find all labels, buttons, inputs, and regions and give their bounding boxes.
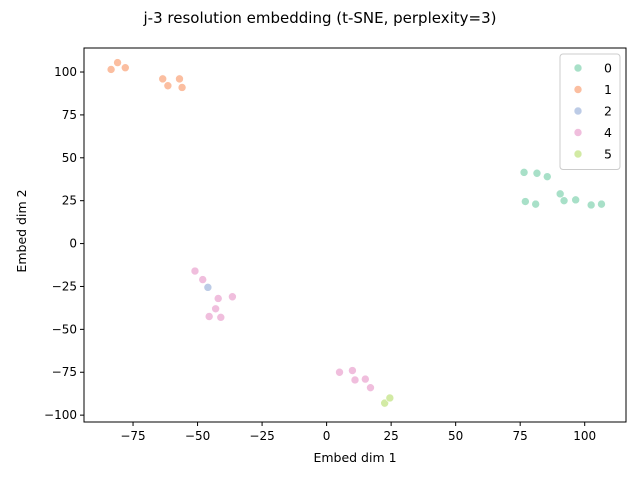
plot-area bbox=[106, 58, 606, 408]
plot-frame bbox=[83, 47, 627, 423]
data-point-series-0 bbox=[571, 195, 580, 205]
data-point-series-4 bbox=[213, 294, 223, 303]
y-tick-label: −25 bbox=[52, 279, 77, 293]
data-point-series-1 bbox=[120, 63, 130, 73]
data-point-series-1 bbox=[175, 74, 184, 84]
legend-box bbox=[559, 53, 621, 170]
x-tick-label: −75 bbox=[120, 429, 145, 443]
y-tick-label: 100 bbox=[54, 65, 77, 79]
legend-marker bbox=[573, 85, 583, 94]
data-point-series-4 bbox=[211, 304, 220, 314]
x-axis: −75 −50 −25 0 25 50 75 100 bbox=[120, 422, 596, 443]
data-point-series-4 bbox=[216, 313, 226, 322]
data-point-series-4 bbox=[350, 375, 360, 385]
data-point-series-4 bbox=[361, 374, 370, 384]
y-tick-label: −75 bbox=[52, 365, 77, 379]
legend-label: 2 bbox=[604, 104, 612, 119]
data-point-series-4 bbox=[366, 383, 375, 392]
x-tick-label: 50 bbox=[448, 429, 463, 443]
x-tick-label: −25 bbox=[249, 429, 274, 443]
data-point-series-5 bbox=[385, 393, 395, 403]
legend-label: 5 bbox=[604, 147, 612, 162]
x-tick-label: 0 bbox=[323, 429, 331, 443]
data-point-series-1 bbox=[106, 65, 116, 74]
data-point-series-0 bbox=[586, 200, 596, 210]
data-point-series-1 bbox=[158, 74, 168, 84]
legend-marker bbox=[573, 128, 583, 137]
data-point-series-0 bbox=[519, 168, 529, 177]
x-tick-label: 100 bbox=[573, 429, 596, 443]
data-point-series-4 bbox=[204, 312, 214, 321]
data-point-series-0 bbox=[531, 199, 540, 209]
x-tick-label: −50 bbox=[185, 429, 210, 443]
y-tick-label: −100 bbox=[44, 408, 77, 422]
data-point-series-4 bbox=[198, 275, 208, 284]
legend-label: 1 bbox=[604, 82, 612, 97]
legend-marker bbox=[573, 106, 583, 116]
chart-title: j-3 resolution embedding (t-SNE, perplex… bbox=[143, 9, 497, 27]
data-point-series-0 bbox=[555, 189, 565, 199]
data-point-series-1 bbox=[113, 58, 122, 67]
data-point-series-4 bbox=[190, 266, 200, 276]
y-tick-label: 75 bbox=[62, 108, 77, 122]
legend-marker bbox=[573, 149, 583, 159]
data-point-series-0 bbox=[521, 197, 530, 206]
data-point-series-0 bbox=[532, 168, 542, 178]
data-point-series-4 bbox=[348, 366, 357, 375]
data-point-series-0 bbox=[559, 196, 569, 205]
y-tick-label: 25 bbox=[62, 194, 77, 208]
y-axis-label: Embed dim 2 bbox=[14, 189, 29, 272]
data-point-series-0 bbox=[542, 172, 552, 181]
y-tick-label: 0 bbox=[69, 237, 77, 251]
x-tick-label: 25 bbox=[383, 429, 398, 443]
y-tick-label: 50 bbox=[62, 151, 77, 165]
data-point-series-2 bbox=[203, 283, 213, 292]
data-point-series-4 bbox=[335, 367, 344, 377]
data-point-series-1 bbox=[177, 83, 187, 92]
y-tick-label: −50 bbox=[52, 322, 77, 336]
legend-label: 4 bbox=[604, 125, 612, 140]
data-point-series-5 bbox=[380, 398, 389, 408]
legend: 0 1 2 4 5 bbox=[559, 53, 621, 170]
data-point-series-1 bbox=[163, 81, 173, 91]
y-axis: −100 −75 −50 −25 0 25 50 75 100 bbox=[44, 65, 84, 422]
x-axis-label: Embed dim 1 bbox=[313, 450, 396, 465]
data-point-series-4 bbox=[228, 292, 237, 302]
x-tick-label: 75 bbox=[513, 429, 528, 443]
data-point-series-0 bbox=[597, 199, 606, 209]
legend-marker bbox=[573, 63, 583, 73]
legend-label: 0 bbox=[604, 61, 612, 76]
